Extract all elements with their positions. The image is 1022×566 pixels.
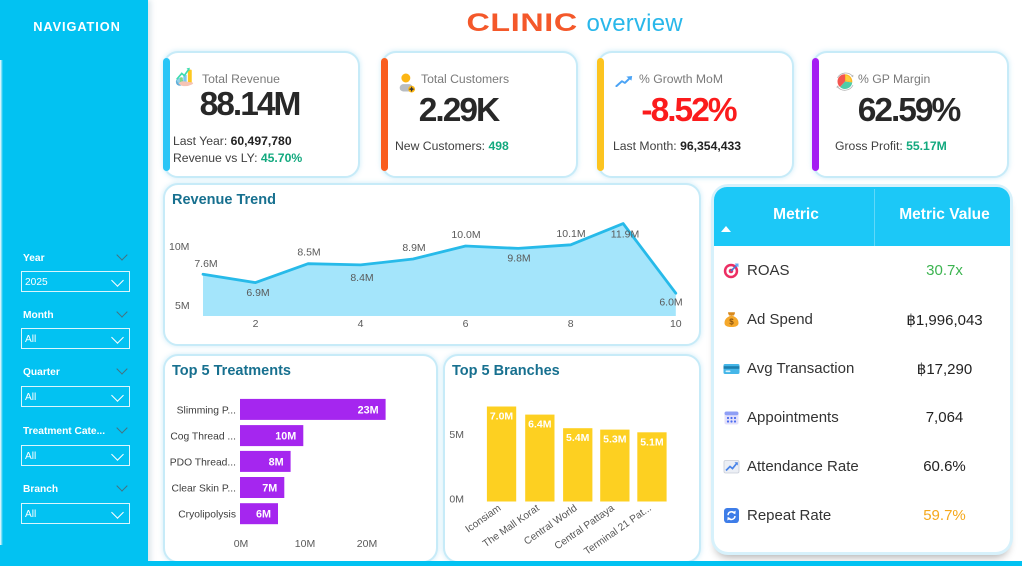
svg-text:10.1M: 10.1M	[556, 228, 585, 240]
svg-text:5M: 5M	[175, 300, 190, 312]
svg-text:8.9M: 8.9M	[402, 242, 425, 254]
svg-text:5.4M: 5.4M	[566, 432, 590, 444]
svg-text:8.5M: 8.5M	[297, 247, 320, 259]
svg-text:$: $	[729, 318, 734, 327]
svg-text:0M: 0M	[234, 538, 249, 550]
svg-text:20M: 20M	[357, 538, 377, 550]
svg-text:Terminal 21 Pat...: Terminal 21 Pat...	[582, 503, 653, 557]
svg-text:6: 6	[463, 318, 469, 330]
svg-text:4: 4	[358, 318, 364, 330]
svg-text:10.0M: 10.0M	[451, 229, 480, 241]
svg-text:10M: 10M	[275, 431, 296, 443]
svg-text:7.0M: 7.0M	[490, 411, 514, 423]
svg-text:PDO Thread...: PDO Thread...	[170, 457, 236, 468]
svg-text:10M: 10M	[169, 241, 189, 253]
svg-text:5M: 5M	[449, 429, 464, 441]
svg-text:11.9M: 11.9M	[611, 229, 639, 241]
svg-text:6M: 6M	[256, 509, 271, 521]
svg-text:8M: 8M	[269, 456, 284, 468]
svg-text:7M: 7M	[262, 483, 277, 495]
svg-text:6.0M: 6.0M	[659, 296, 682, 308]
svg-text:0M: 0M	[449, 494, 464, 506]
svg-text:9.8M: 9.8M	[507, 252, 530, 264]
svg-text:10M: 10M	[295, 538, 315, 550]
svg-text:10: 10	[670, 318, 682, 330]
svg-text:5.3M: 5.3M	[603, 434, 627, 446]
svg-text:2: 2	[253, 318, 259, 330]
svg-text:7.6M: 7.6M	[194, 258, 217, 270]
svg-text:6.9M: 6.9M	[246, 287, 269, 299]
svg-text:Slimming P...: Slimming P...	[177, 405, 236, 416]
svg-text:8.4M: 8.4M	[350, 272, 373, 284]
svg-text:Cog Thread ...: Cog Thread ...	[170, 432, 236, 443]
svg-text:6.4M: 6.4M	[528, 419, 552, 431]
svg-text:5.1M: 5.1M	[640, 436, 664, 448]
svg-text:Clear Skin P...: Clear Skin P...	[172, 484, 236, 495]
svg-text:23M: 23M	[358, 404, 379, 416]
svg-text:8: 8	[568, 318, 574, 330]
svg-text:Cryolipolysis: Cryolipolysis	[178, 510, 236, 521]
